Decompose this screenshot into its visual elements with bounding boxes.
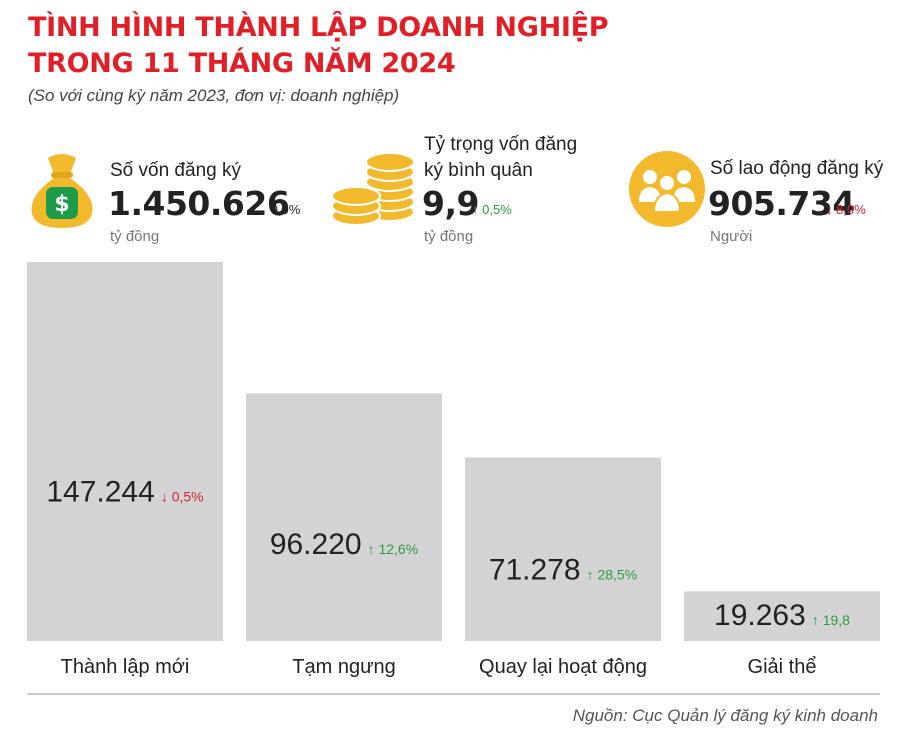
category-label: Tạm ngưng: [292, 656, 395, 678]
stat-labor-value: 905.734: [708, 184, 855, 223]
bar-value-label: 71.278 ↑ 28,5%: [489, 554, 637, 587]
stat-capital-unit: tỷ đồng: [110, 228, 160, 245]
category-label: Thành lập mới: [61, 656, 190, 678]
stat-capital-label: Số vốn đăng ký: [110, 160, 241, 181]
bar-change: ↑ 12,6%: [368, 541, 419, 557]
bar-value-label: 96.220 ↑ 12,6%: [270, 528, 418, 561]
stat-labor-change: ↓ 8,0%: [826, 202, 866, 217]
arrow-up-icon: ↑: [472, 202, 479, 217]
stat-avg-capital-label-line1: Tỷ trọng vốn đăng: [424, 134, 578, 155]
stat-labor-unit: Người: [710, 228, 753, 245]
stat-capital-value: 1.450.626: [108, 184, 290, 223]
stat-avg-capital-change-text: 0,5%: [482, 202, 512, 217]
bar-value: 19.263: [714, 599, 806, 632]
bar: [465, 457, 661, 641]
arrow-right-icon: →: [254, 202, 267, 217]
category-label: Giải thể: [748, 656, 817, 678]
title-line-1: TÌNH HÌNH THÀNH LẬP DOANH NGHIỆP: [28, 12, 609, 43]
bar-value-label: 19.263 ↑ 19,8: [714, 599, 850, 632]
bar: [27, 262, 223, 641]
bar-change: ↓ 0,5%: [161, 488, 204, 504]
subtitle: (So với cùng kỳ năm 2023, đơn vị: doanh …: [28, 86, 400, 105]
source-note: Nguồn: Cục Quản lý đăng ký kinh doanh: [572, 706, 878, 725]
bar-value-label: 147.244 ↓ 0,5%: [46, 475, 203, 508]
bar-value: 71.278: [489, 554, 581, 587]
title-line-2: TRONG 11 THÁNG NĂM 2024: [28, 48, 456, 79]
stat-avg-capital-value: 9,9: [422, 184, 479, 223]
stat-capital-change: → 0,0%: [254, 202, 300, 217]
svg-text:$: $: [54, 192, 69, 217]
coins-icon: [331, 152, 415, 226]
people-icon: [629, 151, 705, 227]
stat-avg-capital-change: ↑ 0,5%: [472, 202, 512, 217]
stat-capital-change-text: 0,0%: [270, 202, 301, 217]
category-label: Quay lại hoạt động: [479, 656, 647, 678]
stat-labor-label: Số lao động đăng ký: [710, 158, 884, 179]
bar-change: ↑ 19,8: [812, 612, 850, 628]
bar-change: ↑ 28,5%: [587, 567, 638, 583]
page-title: TÌNH HÌNH THÀNH LẬP DOANH NGHIỆP TRONG 1…: [28, 10, 609, 82]
bar-value: 147.244: [46, 475, 154, 508]
money-bag-icon: $: [31, 154, 93, 228]
bar: [684, 591, 880, 641]
bar: [246, 393, 442, 641]
stat-avg-capital-label-line2: ký bình quân: [424, 160, 533, 181]
bar-value: 96.220: [270, 528, 362, 561]
arrow-down-icon: ↓: [826, 202, 833, 217]
stat-labor-change-text: 8,0%: [836, 202, 866, 217]
stat-avg-capital-unit: tỷ đồng: [424, 228, 474, 245]
